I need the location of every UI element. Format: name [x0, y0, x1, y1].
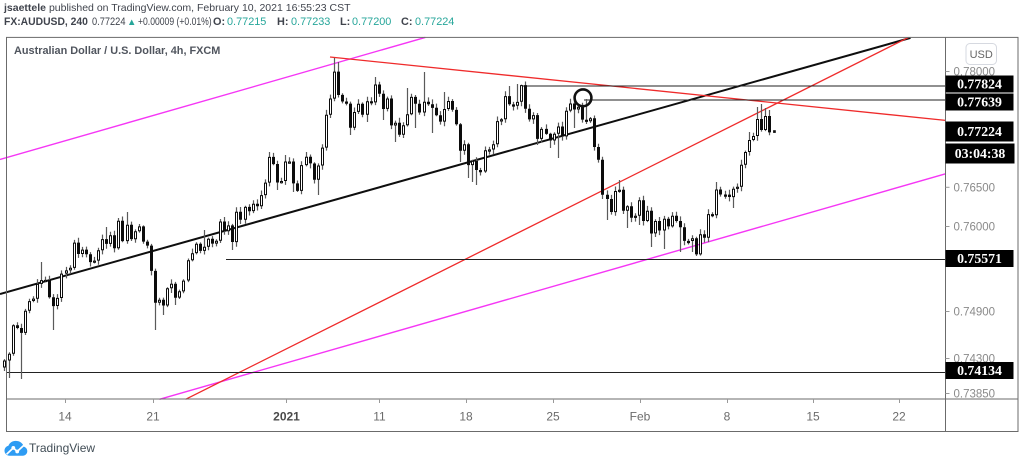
svg-text:0.73850: 0.73850 [954, 389, 996, 401]
svg-text:0.74134: 0.74134 [957, 363, 1002, 378]
svg-text:0.75571: 0.75571 [957, 251, 1002, 266]
svg-text:22: 22 [892, 410, 906, 424]
svg-text:0.74900: 0.74900 [954, 307, 996, 319]
svg-text:03:04:38: 03:04:38 [955, 146, 1006, 161]
svg-text:USD: USD [970, 49, 993, 61]
svg-text:25: 25 [546, 410, 560, 424]
svg-text:0.77639: 0.77639 [957, 95, 1002, 110]
svg-text:2021: 2021 [273, 410, 300, 424]
svg-text:0.77224: 0.77224 [957, 124, 1002, 139]
svg-text:0.76500: 0.76500 [954, 182, 996, 194]
svg-text:14: 14 [58, 410, 72, 424]
svg-text:18: 18 [459, 410, 473, 424]
svg-text:0.76000: 0.76000 [954, 222, 996, 234]
svg-text:11: 11 [373, 410, 386, 424]
svg-text:Feb: Feb [630, 410, 651, 424]
svg-text:15: 15 [806, 410, 820, 424]
svg-text:21: 21 [146, 410, 160, 424]
svg-text:8: 8 [724, 410, 731, 424]
svg-text:0.77824: 0.77824 [957, 77, 1002, 92]
